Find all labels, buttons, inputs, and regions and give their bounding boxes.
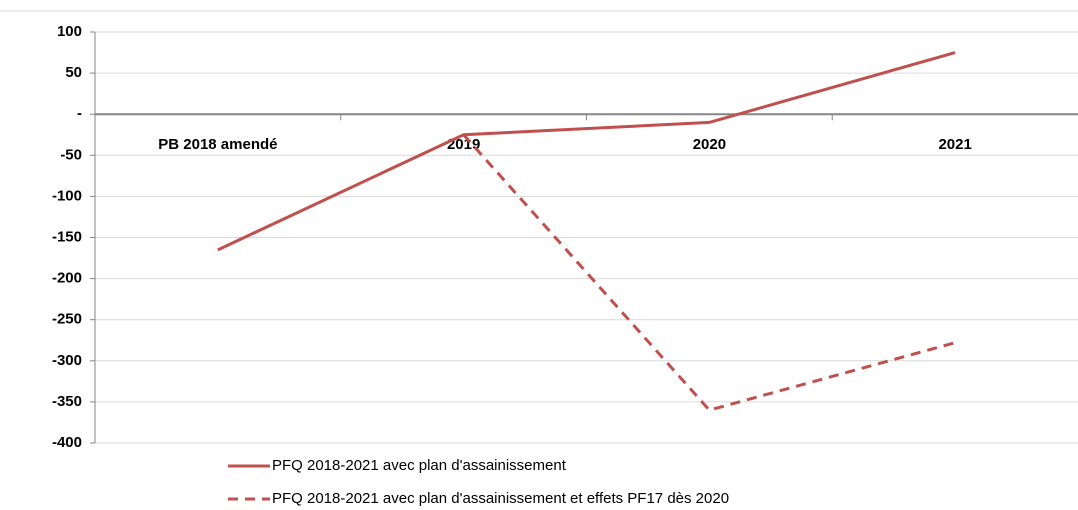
line-series <box>462 133 956 412</box>
x-tick-label: PB 2018 amendé <box>158 136 277 153</box>
y-tick-label: -150 <box>52 228 82 245</box>
y-tick-label: -250 <box>52 311 82 328</box>
y-tick-label: - <box>77 105 82 122</box>
y-tick-label: -300 <box>52 352 82 369</box>
x-tick-label: 2020 <box>693 136 726 153</box>
y-tick-label: -200 <box>52 270 82 287</box>
x-tick-label: 2021 <box>938 136 971 153</box>
legend-label: PFQ 2018-2021 avec plan d'assainissement… <box>272 490 729 507</box>
legend-label: PFQ 2018-2021 avec plan d'assainissement <box>272 457 567 474</box>
line-series <box>217 51 956 252</box>
y-tick-label: -50 <box>60 146 82 163</box>
y-tick-label: 50 <box>65 64 82 81</box>
y-tick-label: 100 <box>57 23 82 40</box>
y-tick-label: -350 <box>52 393 82 410</box>
y-tick-label: -100 <box>52 187 82 204</box>
x-tick-label: 2019 <box>447 136 480 153</box>
y-tick-label: -400 <box>52 434 82 451</box>
